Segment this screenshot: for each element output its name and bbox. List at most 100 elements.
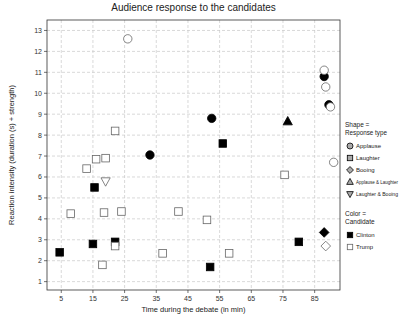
legend-marker (347, 143, 353, 149)
point (319, 228, 329, 238)
grid-line (124, 20, 125, 290)
grid-line (47, 156, 340, 157)
tick (44, 114, 47, 115)
point (225, 250, 233, 258)
tick (44, 72, 47, 73)
grid-line (47, 197, 340, 198)
tick (44, 239, 47, 240)
point (203, 216, 211, 224)
tick (219, 290, 220, 293)
point (321, 241, 331, 251)
tick (187, 290, 188, 293)
tick-label: 10 (34, 90, 42, 97)
legend-label: Laughter & Booing (356, 191, 398, 197)
grid-line (156, 20, 157, 290)
tick-label: 35 (152, 295, 160, 302)
grid-line (47, 135, 340, 136)
points (56, 35, 338, 271)
legend-marker (347, 167, 354, 174)
grid-line (47, 114, 340, 115)
grid-line (47, 93, 340, 94)
legend-title: Color = (345, 210, 366, 217)
grid-line (47, 72, 340, 73)
tick (156, 290, 157, 293)
point (101, 178, 110, 186)
legend-marker (347, 192, 354, 198)
point (320, 66, 328, 74)
chart: 5152535455565758512345678910111213Audien… (0, 0, 400, 317)
tick (44, 51, 47, 52)
legend-marker (347, 244, 352, 249)
tick-label: 6 (38, 173, 42, 180)
point (111, 242, 119, 250)
point (283, 116, 292, 124)
legend-label: Laughter (356, 155, 380, 161)
tick-label: 85 (311, 295, 319, 302)
legend-marker (347, 155, 352, 160)
point (118, 208, 126, 216)
point (92, 155, 100, 163)
legend-label: Clinton (356, 232, 375, 238)
tick-label: 13 (34, 27, 42, 34)
point (56, 249, 64, 257)
point (208, 114, 216, 122)
title: Audience response to the candidates (111, 2, 276, 13)
y-axis-label: Reaction intensity (duration (s) + stren… (7, 85, 16, 225)
tick-label: 75 (279, 295, 287, 302)
tick (61, 290, 62, 293)
point (159, 250, 167, 258)
point (326, 103, 334, 111)
grid-line (47, 176, 340, 177)
point (91, 184, 99, 192)
tick-label: 11 (35, 69, 42, 76)
point (67, 210, 75, 218)
point (100, 209, 108, 217)
tick (44, 281, 47, 282)
point (281, 171, 289, 179)
point (146, 151, 154, 159)
tick (251, 290, 252, 293)
grid-line (47, 51, 340, 52)
legend-marker (347, 178, 354, 184)
tick-label: 25 (121, 295, 129, 302)
tick-label: 9 (38, 111, 42, 118)
legend-title: Shape = (345, 121, 370, 129)
point (219, 140, 227, 148)
point (83, 165, 91, 173)
tick-label: 65 (247, 295, 255, 302)
tick-label: 15 (89, 295, 97, 302)
grid-line (47, 218, 340, 219)
point (206, 263, 214, 271)
tick-label: 8 (38, 132, 42, 139)
grid-line (92, 20, 93, 290)
legend-title: Candidate (345, 218, 375, 225)
tick (282, 290, 283, 293)
legend-label: Applause (356, 143, 382, 149)
tick-label: 2 (38, 257, 42, 264)
point (175, 208, 183, 216)
point (99, 261, 107, 269)
tick-label: 5 (59, 295, 63, 302)
point (111, 127, 119, 135)
legend-label: Booing (356, 167, 375, 173)
grid-line (187, 20, 188, 290)
point (102, 154, 110, 162)
tick (314, 290, 315, 293)
tick-label: 45 (184, 295, 192, 302)
point (295, 238, 303, 246)
point (89, 240, 97, 248)
point (329, 158, 337, 166)
tick-label: 55 (216, 295, 224, 302)
grid-line (251, 20, 252, 290)
tick (44, 260, 47, 261)
legend-label: Trump (356, 244, 374, 250)
point (322, 83, 330, 91)
tick (44, 135, 47, 136)
tick (44, 156, 47, 157)
grid-line (314, 20, 315, 290)
grid-line (282, 20, 283, 290)
tick (44, 197, 47, 198)
tick-label: 1 (38, 278, 42, 285)
tick-label: 4 (38, 215, 42, 222)
grid-line (47, 260, 340, 261)
